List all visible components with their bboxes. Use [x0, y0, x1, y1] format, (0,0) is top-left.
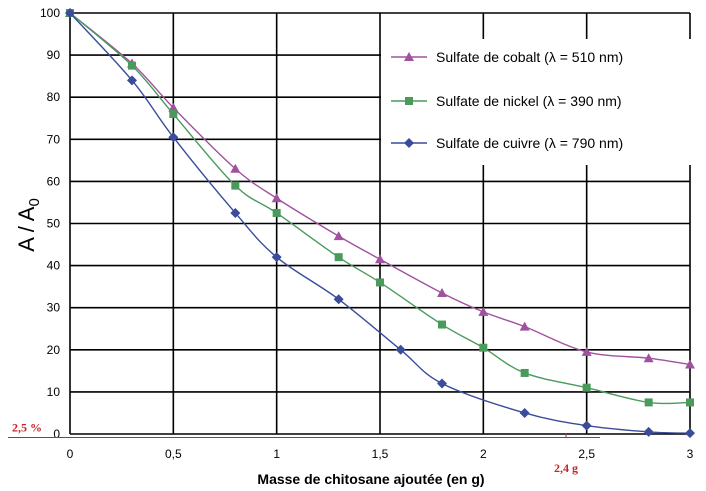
y-tick-label: 50: [47, 217, 61, 231]
y-tick-label: 100: [40, 6, 60, 20]
legend-label: Sulfate de cuivre (λ = 790 nm): [436, 135, 623, 151]
legend-marker: [404, 138, 414, 148]
y-tick-label: 10: [47, 385, 61, 399]
data-point: [581, 346, 592, 356]
data-point: [685, 359, 695, 369]
annotations: 2,5 % 2,4 g: [8, 420, 600, 475]
x-axis-title: Masse de chitosane ajoutée (en g): [257, 471, 484, 487]
data-point: [128, 61, 136, 70]
y-tick-label: 70: [47, 132, 61, 146]
data-point: [582, 383, 591, 392]
x-tick-label: 0: [67, 447, 74, 461]
data-point: [333, 294, 344, 305]
data-point: [168, 132, 179, 143]
legend-label: Sulfate de cobalt (λ = 510 nm): [436, 49, 623, 65]
legend-marker: [404, 52, 414, 61]
data-point: [643, 353, 654, 363]
data-point: [376, 278, 384, 287]
data-point: [437, 378, 447, 389]
y-axis-title-main: A / A: [14, 206, 39, 252]
data-point: [231, 181, 240, 190]
data-point: [169, 110, 178, 119]
y-axis-title-subscript: 0: [26, 198, 43, 206]
x-tick-label: 3: [687, 447, 694, 461]
data-point: [686, 398, 694, 407]
legend-marker: [405, 97, 413, 105]
y-tick-label: 90: [47, 48, 61, 62]
x-tick-label: 1,5: [372, 447, 389, 461]
data-point: [519, 321, 530, 331]
data-point: [333, 231, 344, 241]
y-tick-label: 60: [47, 174, 61, 188]
annotation-vline-label: 2,4 g: [554, 461, 578, 475]
series-3: [65, 8, 695, 439]
data-point: [479, 343, 488, 352]
annotation-hline-label: 2,5 %: [12, 420, 42, 434]
data-point: [685, 428, 695, 439]
data-point: [271, 193, 282, 203]
data-point: [230, 207, 241, 218]
x-tick-label: 1: [273, 447, 280, 461]
data-point: [478, 306, 489, 316]
data-point: [168, 102, 179, 112]
data-point: [65, 8, 75, 18]
data-point: [437, 287, 447, 297]
y-tick-labels: 0 10 20 30 40 50 60 70 80 90 100: [40, 6, 60, 441]
legend-box: [381, 39, 691, 165]
data-point: [272, 208, 281, 217]
y-tick-label: 30: [47, 301, 61, 315]
data-point: [375, 254, 385, 264]
grid: [69, 12, 691, 435]
data-point: [334, 253, 343, 262]
x-tick-labels: 0 0,5 1 1,5 2 2,5 3: [67, 447, 694, 461]
data-point: [230, 163, 241, 173]
data-point: [581, 420, 592, 431]
plot-series: [65, 8, 695, 439]
data-point: [395, 344, 406, 355]
x-tick-label: 0,5: [165, 447, 182, 461]
data-point: [643, 426, 654, 437]
y-tick-label: 80: [47, 90, 61, 104]
y-tick-label: 40: [47, 259, 61, 273]
legend-label: Sulfate de nickel (λ = 390 nm): [436, 93, 622, 109]
legend: Sulfate de cobalt (λ = 510 nm) Sulfate de…: [381, 39, 691, 165]
series-1: [65, 8, 695, 369]
data-point: [438, 320, 446, 329]
y-tick-label: 20: [47, 343, 61, 357]
data-point: [271, 252, 282, 263]
data-point: [644, 398, 653, 407]
x-tick-label: 2: [480, 447, 487, 461]
y-tick-label: 0: [53, 427, 60, 441]
data-point: [519, 407, 530, 418]
data-point: [127, 75, 137, 86]
data-point: [520, 368, 529, 377]
y-axis-title: A / A0: [14, 198, 43, 252]
x-tick-label: 2,5: [578, 447, 595, 461]
